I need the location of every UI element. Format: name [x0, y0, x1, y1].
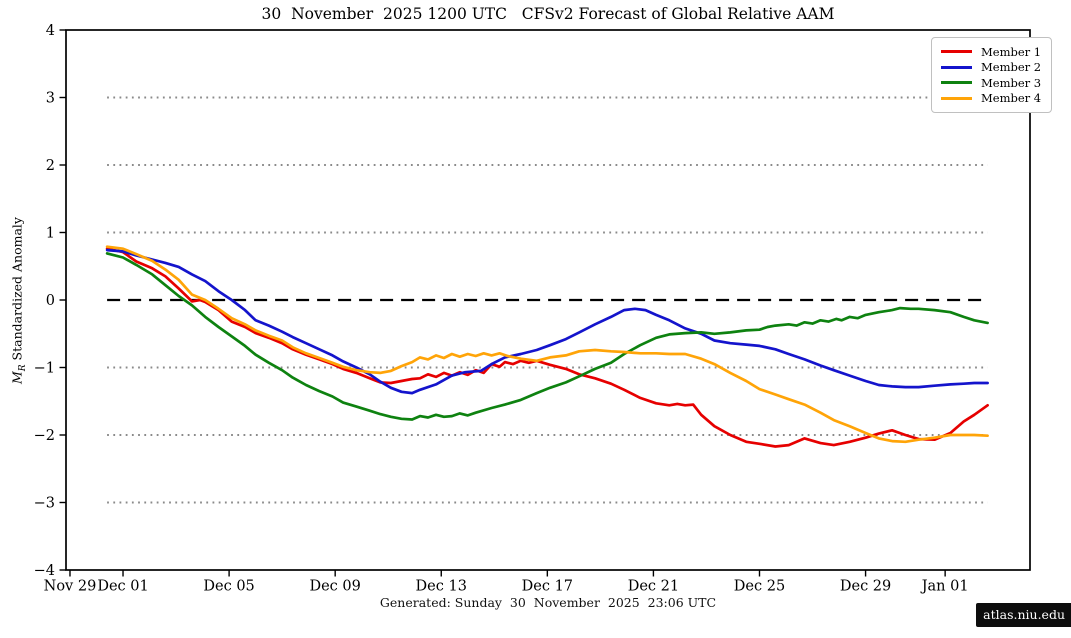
legend-line-swatch: [941, 50, 972, 54]
x-tick-label: Nov 29: [44, 579, 97, 595]
x-tick-label: Dec 17: [522, 579, 573, 595]
x-tick-label: Dec 09: [309, 579, 360, 595]
y-tick-label: 2: [46, 158, 55, 174]
site-watermark: atlas.niu.edu: [976, 603, 1071, 627]
y-tick-label: −1: [34, 361, 55, 377]
y-tick-label: −2: [34, 428, 55, 444]
series-line-member-3: [105, 252, 989, 421]
y-axis-label: MR Standardized Anomaly: [9, 31, 29, 571]
legend-label: Member 4: [981, 91, 1042, 106]
y-tick-label: −4: [34, 563, 55, 579]
x-tick-label: Dec 05: [203, 579, 254, 595]
x-tick-label: Jan 01: [920, 579, 969, 595]
legend-line-swatch: [941, 65, 972, 69]
legend-line-swatch: [941, 96, 972, 100]
x-tick-label: Dec 01: [97, 579, 148, 595]
y-tick-label: 3: [46, 91, 55, 107]
x-tick-label: Dec 29: [840, 579, 891, 595]
y-axis-label-symbol: M: [9, 371, 25, 385]
legend-label: Member 1: [981, 44, 1042, 59]
y-axis-label-subscript: R: [18, 364, 28, 372]
legend-item-member-3: Member 3: [941, 75, 1041, 91]
series-line-member-2: [105, 248, 989, 395]
legend-label: Member 2: [981, 60, 1042, 75]
y-tick-label: 4: [46, 23, 55, 39]
generated-timestamp: Generated: Sunday 30 November 2025 23:06…: [379, 595, 717, 610]
legend-item-member-1: Member 1: [941, 44, 1041, 60]
y-tick-label: 0: [46, 293, 55, 309]
legend-item-member-2: Member 2: [941, 60, 1041, 76]
y-tick-label: −3: [34, 496, 55, 512]
legend-line-swatch: [941, 81, 972, 85]
series-line-member-1: [105, 247, 989, 448]
series-line-member-4: [105, 245, 989, 444]
x-tick-label: Dec 21: [628, 579, 679, 595]
y-tick-label: 1: [46, 226, 55, 242]
legend-label: Member 3: [981, 75, 1042, 90]
legend-item-member-4: Member 4: [941, 91, 1041, 107]
y-axis-label-text: Standardized Anomaly: [9, 217, 25, 365]
x-tick-label: Dec 25: [734, 579, 785, 595]
chart-title: 30 November 2025 1200 UTC CFSv2 Forecast…: [261, 5, 835, 23]
legend-box: Member 1 Member 2 Member 3 Member 4: [931, 37, 1053, 113]
x-tick-label: Dec 13: [416, 579, 467, 595]
